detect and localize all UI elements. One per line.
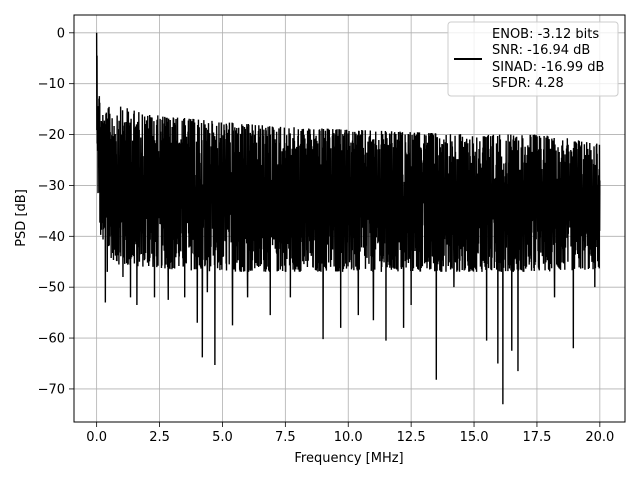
x-tick-label-2: 5.0 — [212, 430, 233, 445]
x-tick-label-8: 20.0 — [585, 430, 614, 445]
y-tick-label-4: −40 — [38, 230, 65, 245]
x-tick-label-1: 2.5 — [149, 430, 170, 445]
x-tick-label-0: 0.0 — [86, 430, 107, 445]
x-tick-label-4: 10.0 — [334, 430, 363, 445]
legend-box — [447, 21, 619, 97]
y-tick-label-0: 0 — [57, 26, 65, 41]
legend: ENOB: -3.12 bits SNR: -16.94 dB SINAD: -… — [447, 21, 619, 97]
y-tick-label-6: −60 — [38, 332, 65, 347]
x-tick-label-3: 7.5 — [275, 430, 296, 445]
y-tick-label-3: −30 — [38, 179, 65, 194]
y-tick-label-1: −10 — [38, 77, 65, 92]
axes-frame — [73, 14, 626, 423]
x-tick-label-7: 17.5 — [522, 430, 551, 445]
series-layer — [95, 32, 601, 405]
psd-series-line — [95, 32, 601, 405]
y-tick-label-7: −70 — [38, 382, 65, 397]
x-axis-label: Frequency [MHz] — [294, 451, 403, 466]
ticks: 0.0 2.5 5.0 7.5 10.0 12.5 15.0 17.5 20.0 0 −10 −20 −… — [38, 26, 615, 445]
legend-sfdr-text: SFDR: 4.28 — [492, 76, 564, 91]
legend-sinad-text: SINAD: -16.99 dB — [492, 60, 604, 75]
y-axis-label: PSD [dB] — [14, 189, 29, 247]
x-tick-label-6: 15.0 — [460, 430, 489, 445]
x-tick-label-5: 12.5 — [397, 430, 426, 445]
legend-enob-text: ENOB: -3.12 bits — [492, 27, 599, 42]
y-tick-label-2: −20 — [38, 128, 65, 143]
y-tick-label-5: −50 — [38, 281, 65, 296]
legend-snr-text: SNR: -16.94 dB — [492, 43, 590, 58]
plot-area-border — [73, 14, 626, 423]
